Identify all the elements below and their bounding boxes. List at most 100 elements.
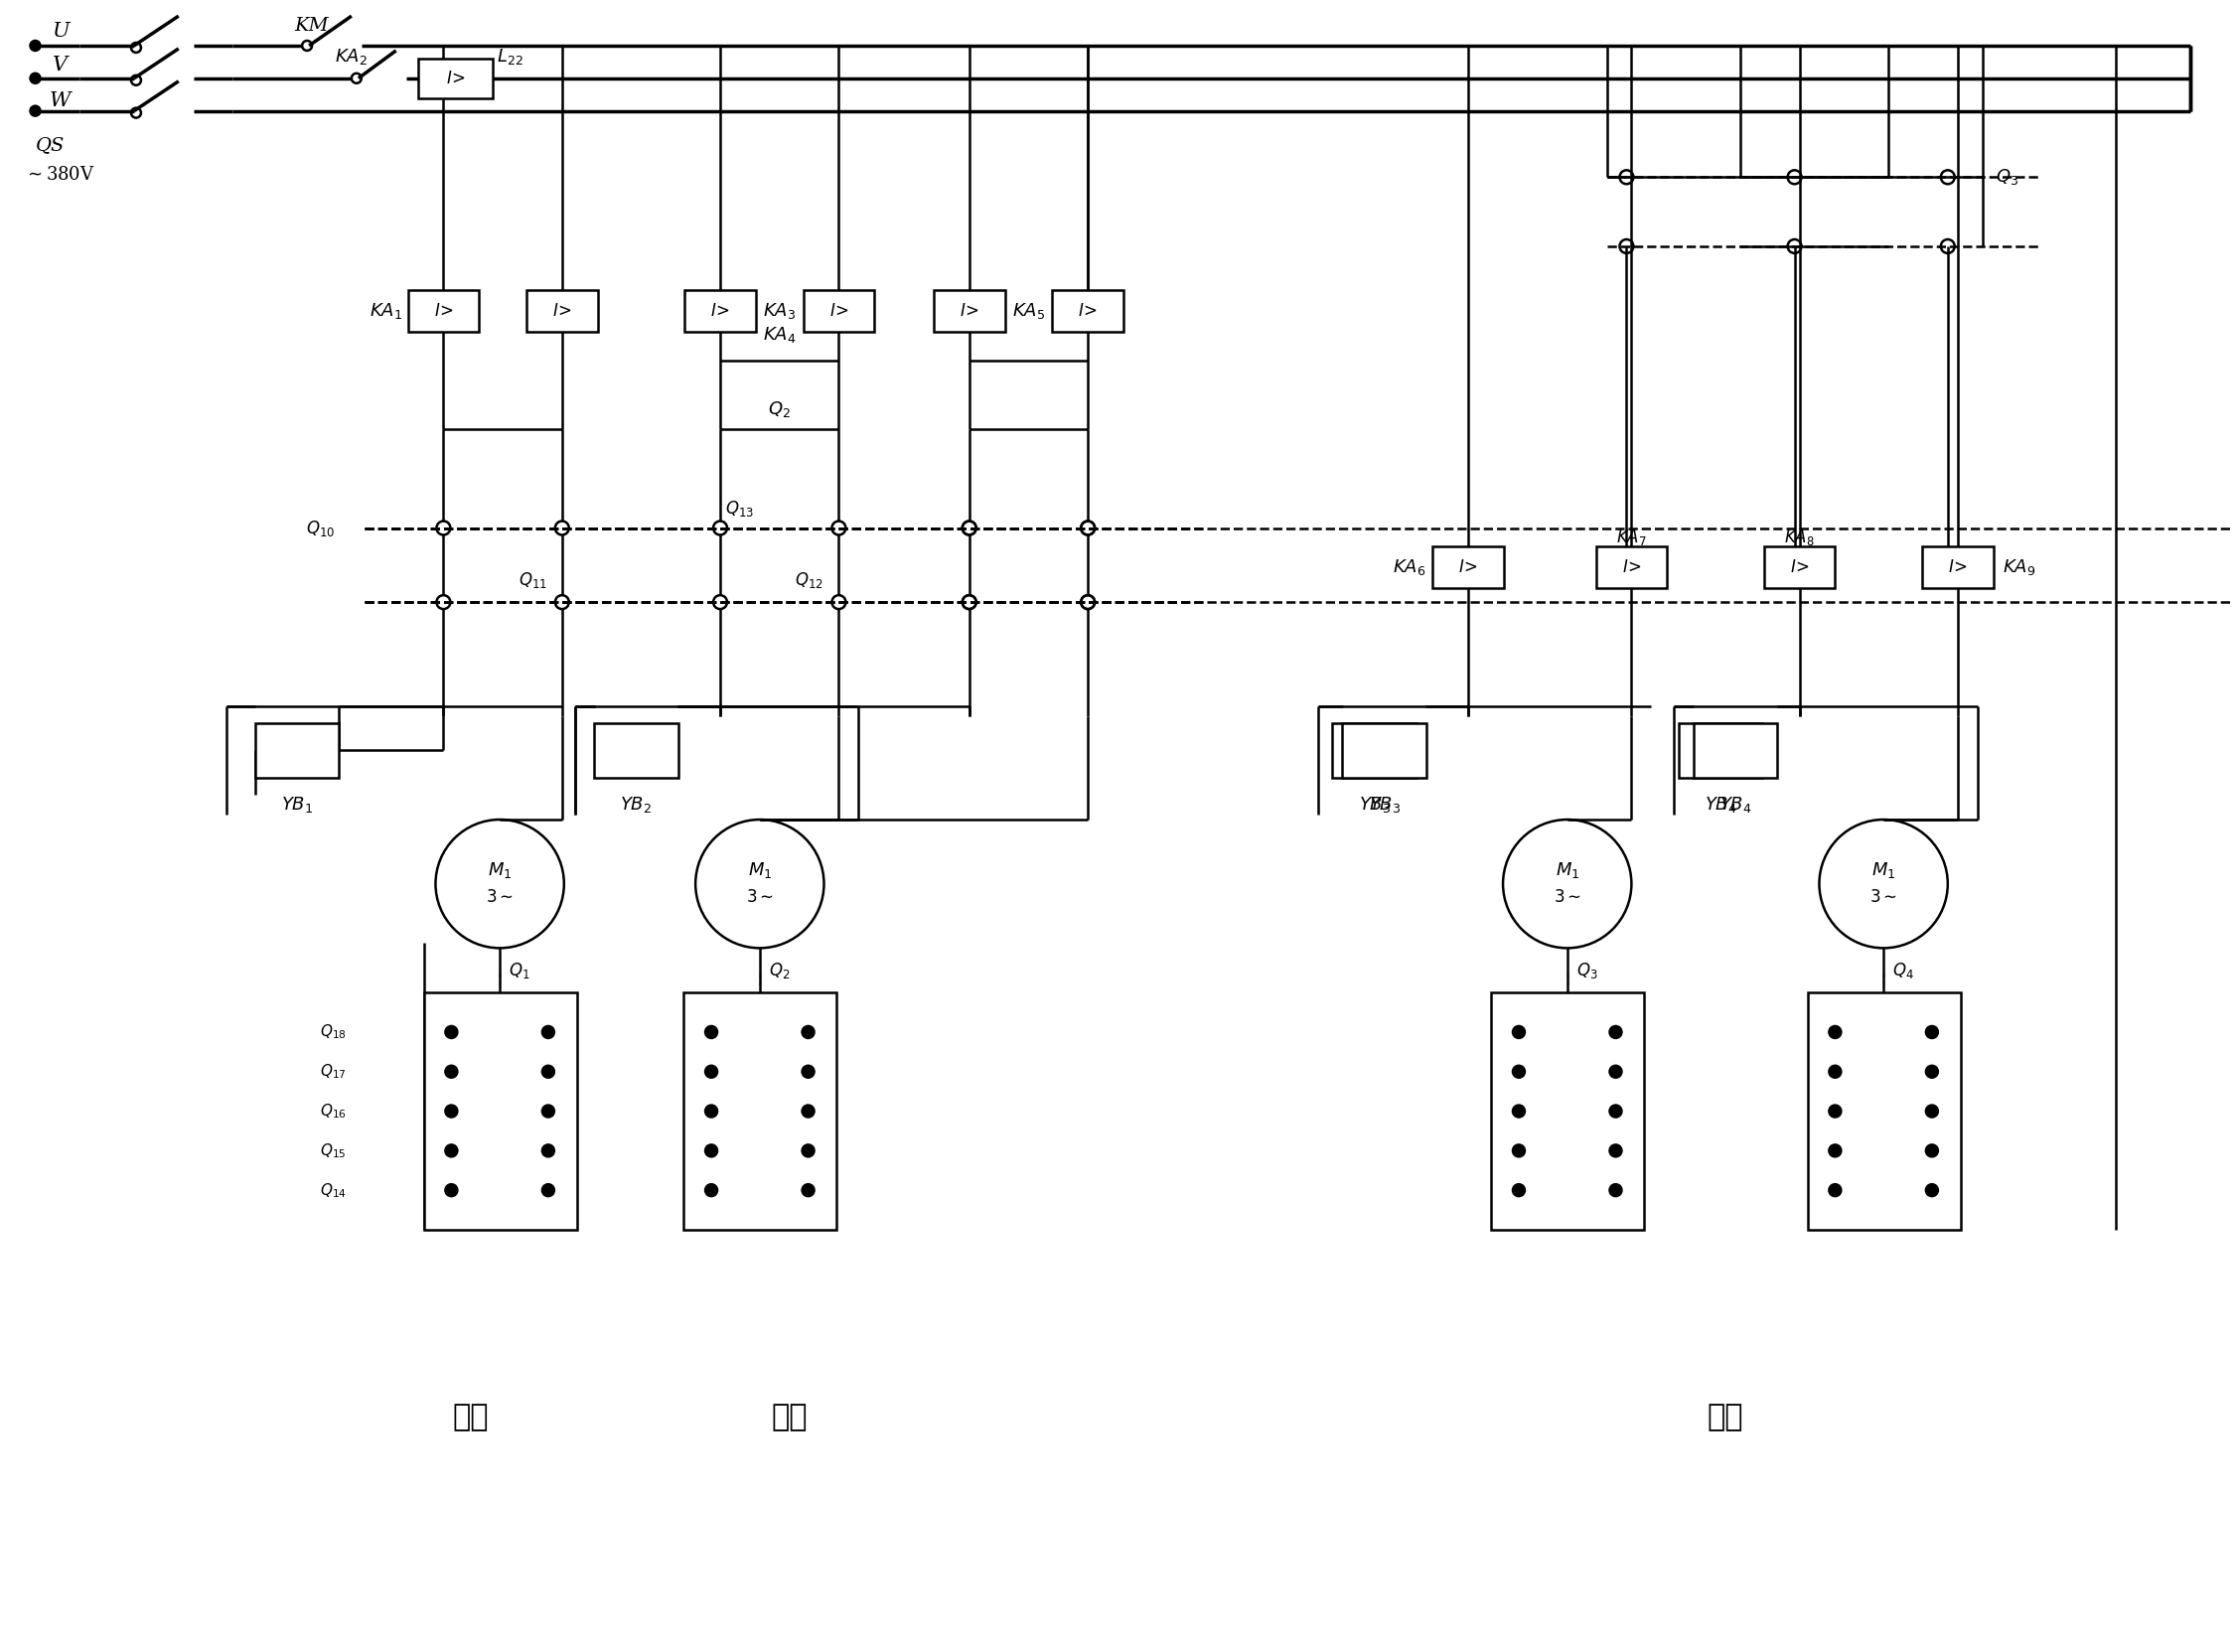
Text: W: W: [49, 91, 72, 111]
Text: $KA_1$: $KA_1$: [369, 301, 403, 320]
Text: $Q_3$: $Q_3$: [1577, 961, 1597, 981]
Text: $I\!>$: $I\!>$: [434, 302, 454, 319]
Bar: [1492, 993, 1644, 1229]
Text: $I\!>$: $I\!>$: [1078, 302, 1098, 319]
Bar: [803, 289, 875, 332]
Circle shape: [1512, 1145, 1526, 1156]
Text: $YB_3$: $YB_3$: [1369, 795, 1400, 814]
Bar: [1807, 993, 1960, 1229]
Text: 主钩: 主钩: [452, 1403, 488, 1432]
Bar: [423, 993, 577, 1229]
Bar: [1595, 547, 1667, 588]
Text: $Q_{16}$: $Q_{16}$: [320, 1102, 347, 1120]
Circle shape: [1830, 1184, 1841, 1196]
Bar: [1693, 724, 1776, 778]
Text: $I\!>$: $I\!>$: [830, 302, 848, 319]
Circle shape: [1611, 1145, 1622, 1156]
Circle shape: [1830, 1105, 1841, 1117]
Circle shape: [1926, 1184, 1937, 1196]
Circle shape: [541, 1066, 555, 1077]
Circle shape: [1830, 1026, 1841, 1037]
Circle shape: [803, 1066, 814, 1077]
Text: $KA_2$: $KA_2$: [336, 46, 367, 66]
Text: $3\sim$: $3\sim$: [1552, 889, 1582, 905]
Text: 小车: 小车: [772, 1403, 808, 1432]
Text: $KA_8$: $KA_8$: [1785, 529, 1814, 548]
Bar: [685, 289, 756, 332]
Text: $Q_3$: $Q_3$: [1995, 167, 2018, 187]
Circle shape: [1830, 1066, 1841, 1077]
Circle shape: [541, 1145, 555, 1156]
Circle shape: [1512, 1026, 1526, 1037]
Circle shape: [445, 1145, 456, 1156]
Circle shape: [1926, 1145, 1937, 1156]
Circle shape: [445, 1105, 456, 1117]
Text: $KA_3$: $KA_3$: [763, 301, 796, 320]
Text: $M_1$: $M_1$: [1872, 861, 1895, 881]
Text: $Q_2$: $Q_2$: [770, 961, 790, 981]
Text: $YB_1$: $YB_1$: [282, 795, 313, 814]
Bar: [1765, 547, 1834, 588]
Text: $I\!>$: $I\!>$: [711, 302, 729, 319]
Text: $Q_4$: $Q_4$: [1893, 961, 1915, 981]
Text: $Q_1$: $Q_1$: [508, 961, 530, 981]
Circle shape: [705, 1145, 718, 1156]
Circle shape: [1611, 1105, 1622, 1117]
Bar: [255, 724, 340, 778]
Text: $3\sim$: $3\sim$: [745, 889, 774, 905]
Text: $I\!>$: $I\!>$: [1790, 558, 1810, 577]
Text: U: U: [51, 21, 69, 40]
Circle shape: [541, 1105, 555, 1117]
Text: $3\sim$: $3\sim$: [1870, 889, 1897, 905]
Circle shape: [445, 1184, 456, 1196]
Text: $Q_2$: $Q_2$: [767, 400, 792, 420]
Text: $M_1$: $M_1$: [1555, 861, 1579, 881]
Text: $I\!>$: $I\!>$: [1622, 558, 1642, 577]
Text: 大车: 大车: [1707, 1403, 1743, 1432]
Text: $L_{22}$: $L_{22}$: [497, 46, 523, 66]
Circle shape: [541, 1026, 555, 1037]
Circle shape: [445, 1026, 456, 1037]
Text: $Q_{18}$: $Q_{18}$: [320, 1023, 347, 1041]
Bar: [526, 289, 597, 332]
Bar: [407, 289, 479, 332]
Circle shape: [541, 1184, 555, 1196]
Text: KM: KM: [295, 17, 329, 35]
Text: $M_1$: $M_1$: [488, 861, 512, 881]
Circle shape: [1830, 1145, 1841, 1156]
Circle shape: [803, 1145, 814, 1156]
Text: $YB_4$: $YB_4$: [1705, 795, 1736, 814]
Circle shape: [1926, 1105, 1937, 1117]
Bar: [1678, 724, 1763, 778]
Text: $YB_2$: $YB_2$: [620, 795, 653, 814]
Text: $Q_{14}$: $Q_{14}$: [320, 1181, 347, 1199]
Circle shape: [31, 73, 40, 83]
Text: $YB_3$: $YB_3$: [1358, 795, 1391, 814]
Circle shape: [803, 1026, 814, 1037]
Bar: [685, 993, 837, 1229]
Bar: [418, 58, 492, 97]
Circle shape: [705, 1184, 718, 1196]
Text: $Q_{13}$: $Q_{13}$: [725, 499, 754, 519]
Circle shape: [1611, 1184, 1622, 1196]
Circle shape: [1611, 1026, 1622, 1037]
Bar: [1342, 724, 1427, 778]
Text: $I\!>$: $I\!>$: [445, 69, 465, 88]
Bar: [1434, 547, 1503, 588]
Circle shape: [705, 1066, 718, 1077]
Bar: [1922, 547, 1993, 588]
Circle shape: [445, 1066, 456, 1077]
Circle shape: [1926, 1026, 1937, 1037]
Text: $I\!>$: $I\!>$: [1459, 558, 1479, 577]
Circle shape: [1512, 1184, 1526, 1196]
Text: $Q_{15}$: $Q_{15}$: [320, 1142, 347, 1160]
Text: $KA_4$: $KA_4$: [763, 325, 796, 345]
Text: $I\!>$: $I\!>$: [1948, 558, 1966, 577]
Text: $M_1$: $M_1$: [747, 861, 772, 881]
Circle shape: [31, 106, 40, 116]
Text: $KA_5$: $KA_5$: [1011, 301, 1045, 320]
Text: $Q_{17}$: $Q_{17}$: [320, 1062, 347, 1080]
Text: $KA_7$: $KA_7$: [1615, 529, 1646, 548]
Text: $3\sim$: $3\sim$: [485, 889, 515, 905]
Circle shape: [803, 1105, 814, 1117]
